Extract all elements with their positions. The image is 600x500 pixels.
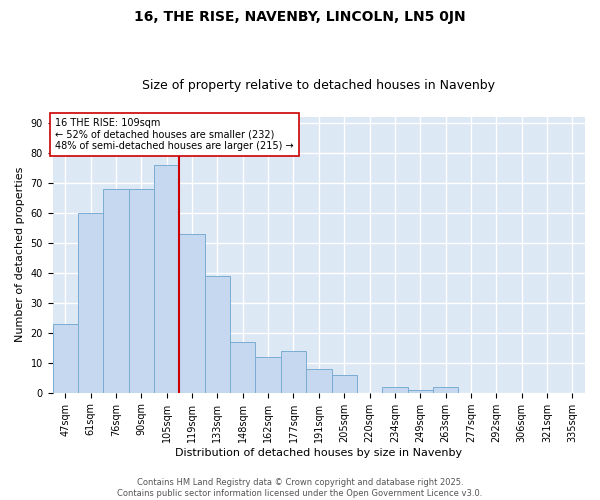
- Bar: [129, 189, 154, 392]
- Text: 16, THE RISE, NAVENBY, LINCOLN, LN5 0JN: 16, THE RISE, NAVENBY, LINCOLN, LN5 0JN: [134, 10, 466, 24]
- Bar: [433, 386, 458, 392]
- Bar: [281, 350, 306, 393]
- Bar: [306, 368, 332, 392]
- Bar: [205, 276, 230, 392]
- Bar: [332, 374, 357, 392]
- Text: Contains HM Land Registry data © Crown copyright and database right 2025.
Contai: Contains HM Land Registry data © Crown c…: [118, 478, 482, 498]
- Y-axis label: Number of detached properties: Number of detached properties: [15, 167, 25, 342]
- Text: 16 THE RISE: 109sqm
← 52% of detached houses are smaller (232)
48% of semi-detac: 16 THE RISE: 109sqm ← 52% of detached ho…: [55, 118, 294, 152]
- Bar: [179, 234, 205, 392]
- Bar: [382, 386, 407, 392]
- Bar: [407, 390, 433, 392]
- Bar: [78, 213, 103, 392]
- X-axis label: Distribution of detached houses by size in Navenby: Distribution of detached houses by size …: [175, 448, 463, 458]
- Title: Size of property relative to detached houses in Navenby: Size of property relative to detached ho…: [142, 79, 496, 92]
- Bar: [256, 356, 281, 392]
- Bar: [53, 324, 78, 392]
- Bar: [230, 342, 256, 392]
- Bar: [154, 165, 179, 392]
- Bar: [103, 189, 129, 392]
